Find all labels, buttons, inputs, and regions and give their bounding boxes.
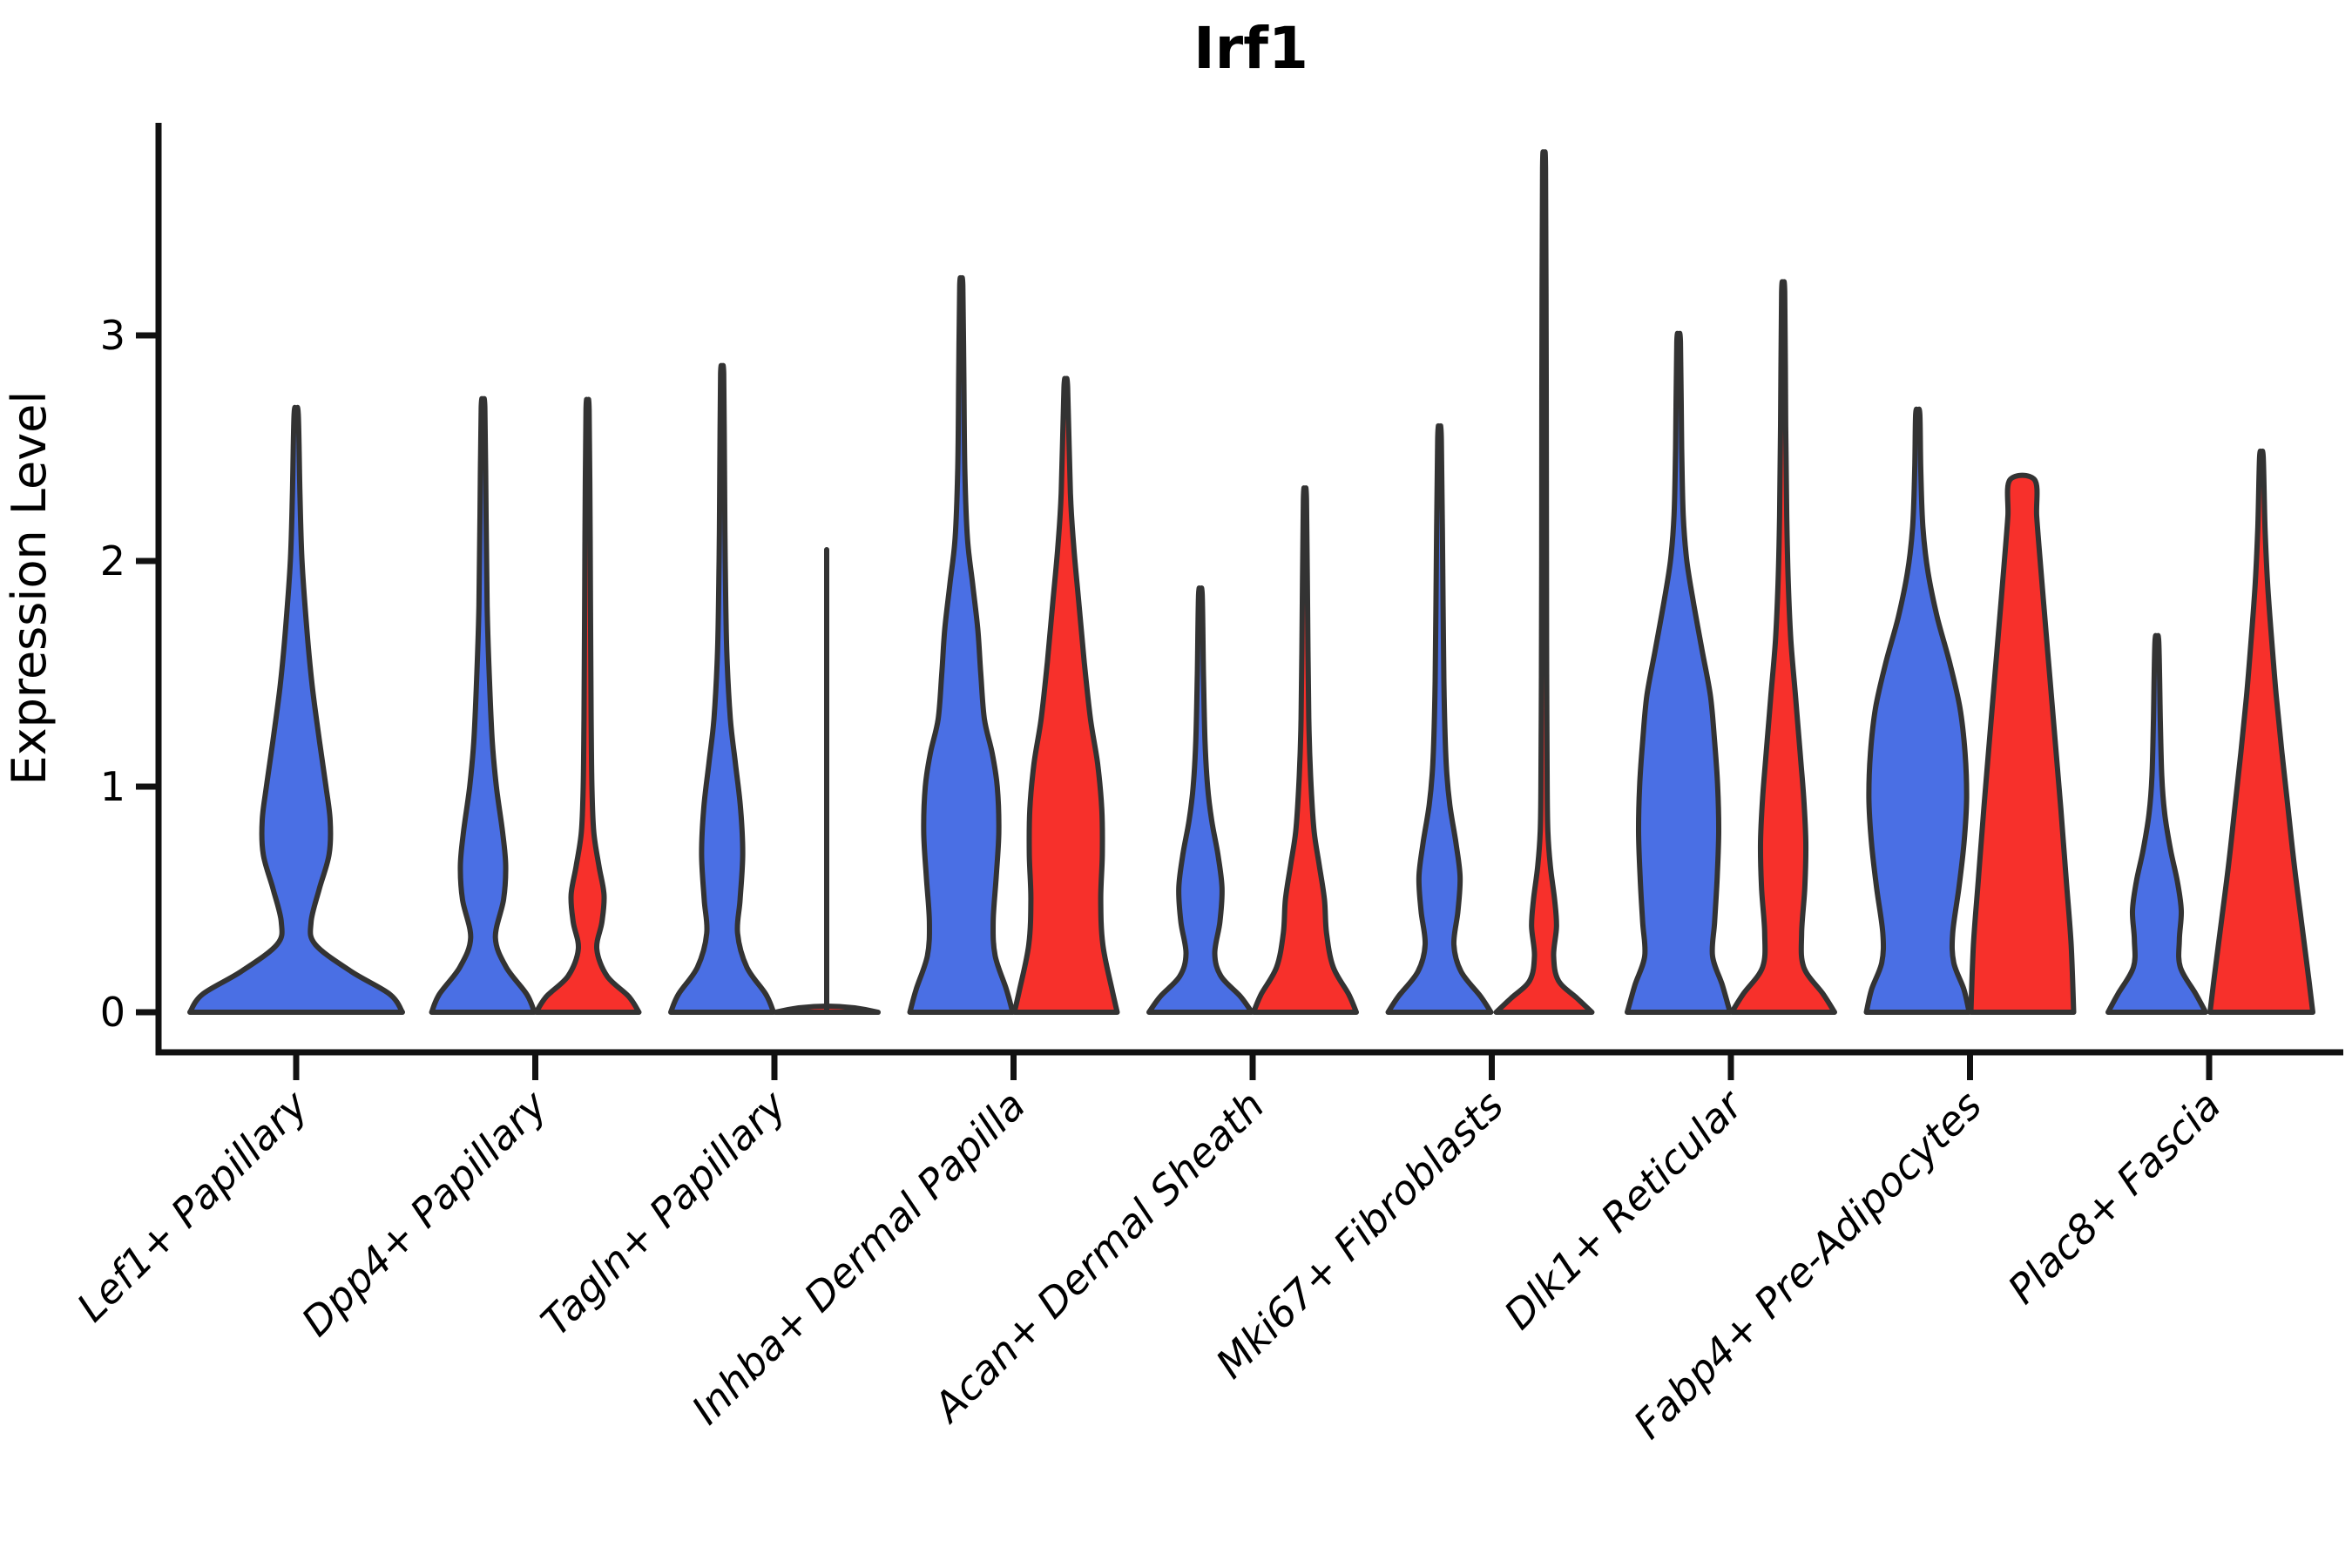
violin-mki67-fibroblasts-red bbox=[1493, 149, 1595, 1015]
x-tick-label-tagln-papillary: Tagln+ Papillary bbox=[531, 1081, 795, 1345]
x-tick-label-dlk1-reticular: Dlk1+ Reticular bbox=[1495, 1079, 1754, 1338]
y-axis-label: Expression Level bbox=[2, 391, 57, 786]
violin-dpp4-papillary-red bbox=[533, 396, 642, 1015]
y-tick-label-1: 1 bbox=[100, 763, 125, 810]
violin-dlk1-reticular-blue bbox=[1625, 330, 1733, 1015]
axes bbox=[136, 123, 2343, 1080]
violin-fabp4-pre-adipocytes-red bbox=[1968, 472, 2077, 1015]
violin-acan-dermal-sheath-red bbox=[1251, 485, 1359, 1015]
x-tick-label-plac8-fascia: Plac8+ Fascia bbox=[1998, 1082, 2229, 1313]
violin-plac8-fascia-blue bbox=[2105, 632, 2208, 1015]
violin-mki67-fibroblasts-blue bbox=[1385, 422, 1494, 1015]
x-tick-label-lef1-papillary: Lef1+ Papillary bbox=[68, 1081, 317, 1330]
violin-dpp4-papillary-blue bbox=[429, 395, 537, 1015]
violin-inhba-dermal-papilla-blue bbox=[907, 274, 1016, 1015]
violin-inhba-dermal-papilla-red bbox=[1011, 375, 1120, 1015]
y-tick-label-2: 2 bbox=[100, 537, 125, 585]
y-tick-label-3: 3 bbox=[100, 312, 125, 359]
violin-lef1-papillary-blue bbox=[187, 404, 405, 1015]
chart-title: Irf1 bbox=[1193, 15, 1308, 82]
violin-acan-dermal-sheath-blue bbox=[1146, 585, 1254, 1015]
violin-plac8-fascia-red bbox=[2207, 448, 2315, 1015]
violin-dlk1-reticular-red bbox=[1729, 279, 1837, 1015]
violin-tagln-papillary-blue bbox=[668, 362, 776, 1015]
y-tick-label-0: 0 bbox=[100, 989, 125, 1036]
violin-fabp4-pre-adipocytes-blue bbox=[1863, 406, 1972, 1015]
x-tick-label-dpp4-papillary: Dpp4+ Papillary bbox=[293, 1081, 557, 1345]
violins bbox=[187, 149, 2315, 1015]
